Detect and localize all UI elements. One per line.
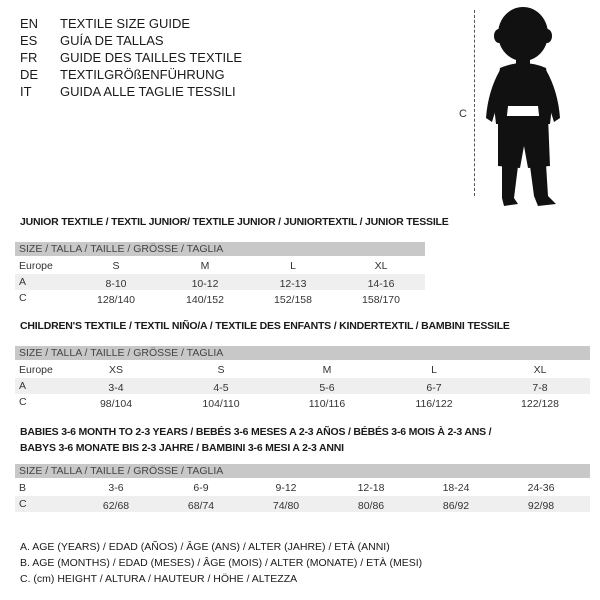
table-row: A 3-4 4-5 5-6 6-7 7-8 — [15, 378, 590, 394]
language-code: IT — [20, 84, 32, 99]
size-header-bar: SIZE / TALLA / TAILLE / GRÖSSE / TAGLIA — [15, 346, 590, 360]
language-code: FR — [20, 50, 38, 65]
row-label: B — [19, 482, 27, 494]
table-cell: 12-18 — [357, 482, 385, 494]
height-dimension-line — [474, 10, 475, 196]
legend-b: B. AGE (MONTHS) / EDAD (MESES) / ÂGE (MO… — [20, 557, 423, 569]
row-label: C — [19, 498, 27, 510]
row-label: Europe — [19, 260, 53, 272]
height-dimension-label: C — [459, 108, 467, 120]
table-cell: M — [200, 260, 210, 272]
table-cell: L — [431, 364, 437, 376]
table-cell: L — [290, 260, 296, 272]
table-cell: 68/74 — [187, 500, 215, 512]
table-row: A 8-10 10-12 12-13 14-16 — [15, 274, 425, 290]
table-cell: 116/122 — [415, 398, 453, 410]
row-label: A — [19, 380, 27, 392]
table-cell: XS — [108, 364, 123, 376]
table-cell: 18-24 — [442, 482, 470, 494]
table-cell: 110/116 — [308, 398, 346, 410]
table-cell: 12-13 — [279, 278, 307, 290]
table-cell: XL — [374, 260, 388, 272]
table-cell: 128/140 — [97, 294, 135, 306]
language-title: GUÍA DE TALLAS — [60, 33, 164, 48]
table-cell: 158/170 — [362, 294, 400, 306]
table-cell: 92/98 — [527, 500, 555, 512]
table-cell: 86/92 — [442, 500, 470, 512]
language-title: GUIDE DES TAILLES TEXTILE — [60, 50, 243, 65]
table-cell: 98/104 — [99, 398, 133, 410]
table-cell: 8-10 — [105, 278, 127, 290]
table-row: C 62/68 68/74 74/80 80/86 86/92 92/98 — [15, 496, 590, 512]
table-cell: 140/152 — [186, 294, 224, 306]
table-row: Europe XS S M L XL — [15, 362, 590, 378]
table-cell: 5-6 — [319, 382, 335, 394]
table-cell: 9-12 — [275, 482, 297, 494]
table-cell: XL — [533, 364, 547, 376]
table-cell: 104/110 — [202, 398, 240, 410]
table-cell: 10-12 — [191, 278, 219, 290]
children-section-title: CHILDREN'S TEXTILE / TEXTIL NIÑO/A / TEX… — [20, 320, 510, 332]
legend-a: A. AGE (YEARS) / EDAD (AÑOS) / ÂGE (ANS)… — [20, 541, 390, 553]
table-cell: 80/86 — [357, 500, 385, 512]
row-label: C — [19, 396, 27, 408]
table-cell: 7-8 — [532, 382, 548, 394]
table-cell: S — [217, 364, 225, 376]
language-code: EN — [20, 16, 39, 31]
table-row: C 98/104 104/110 110/116 116/122 122/128 — [15, 394, 590, 410]
language-title: TEXTILGRÖßENFÜHRUNG — [60, 67, 225, 82]
language-title: TEXTILE SIZE GUIDE — [60, 16, 191, 31]
size-header-bar: SIZE / TALLA / TAILLE / GRÖSSE / TAGLIA — [15, 242, 425, 256]
table-cell: 122/128 — [521, 398, 559, 410]
babies-section-title-line1: BABIES 3-6 MONTH TO 2-3 YEARS / BEBÉS 3-… — [20, 426, 492, 438]
table-cell: 24-36 — [527, 482, 555, 494]
table-cell: M — [322, 364, 332, 376]
table-cell: 62/68 — [102, 500, 130, 512]
table-cell: 3-6 — [108, 482, 124, 494]
row-label: A — [19, 276, 27, 288]
row-label: Europe — [19, 364, 53, 376]
table-cell: 14-16 — [367, 278, 395, 290]
table-cell: 6-7 — [426, 382, 442, 394]
junior-section-title: JUNIOR TEXTILE / TEXTIL JUNIOR/ TEXTILE … — [20, 216, 449, 228]
table-row: Europe S M L XL — [15, 258, 425, 274]
table-row: C 128/140 140/152 152/158 158/170 — [15, 290, 425, 306]
table-cell: S — [112, 260, 120, 272]
language-title: GUIDA ALLE TAGLIE TESSILI — [60, 84, 236, 99]
row-label: C — [19, 292, 27, 304]
legend-c: C. (cm) HEIGHT / ALTURA / HAUTEUR / HÖHE… — [20, 573, 298, 585]
language-code: ES — [20, 33, 38, 48]
table-cell: 3-4 — [108, 382, 124, 394]
table-cell: 152/158 — [274, 294, 312, 306]
babies-section-title-line2: BABYS 3-6 MONATE BIS 2-3 JAHRE / BAMBINI… — [20, 442, 344, 454]
language-code: DE — [20, 67, 39, 82]
table-cell: 4-5 — [213, 382, 229, 394]
table-cell: 6-9 — [193, 482, 209, 494]
table-cell: 74/80 — [272, 500, 300, 512]
size-header-bar: SIZE / TALLA / TAILLE / GRÖSSE / TAGLIA — [15, 464, 590, 478]
table-row: B 3-6 6-9 9-12 12-18 18-24 24-36 — [15, 480, 590, 496]
child-silhouette-icon — [486, 7, 560, 206]
